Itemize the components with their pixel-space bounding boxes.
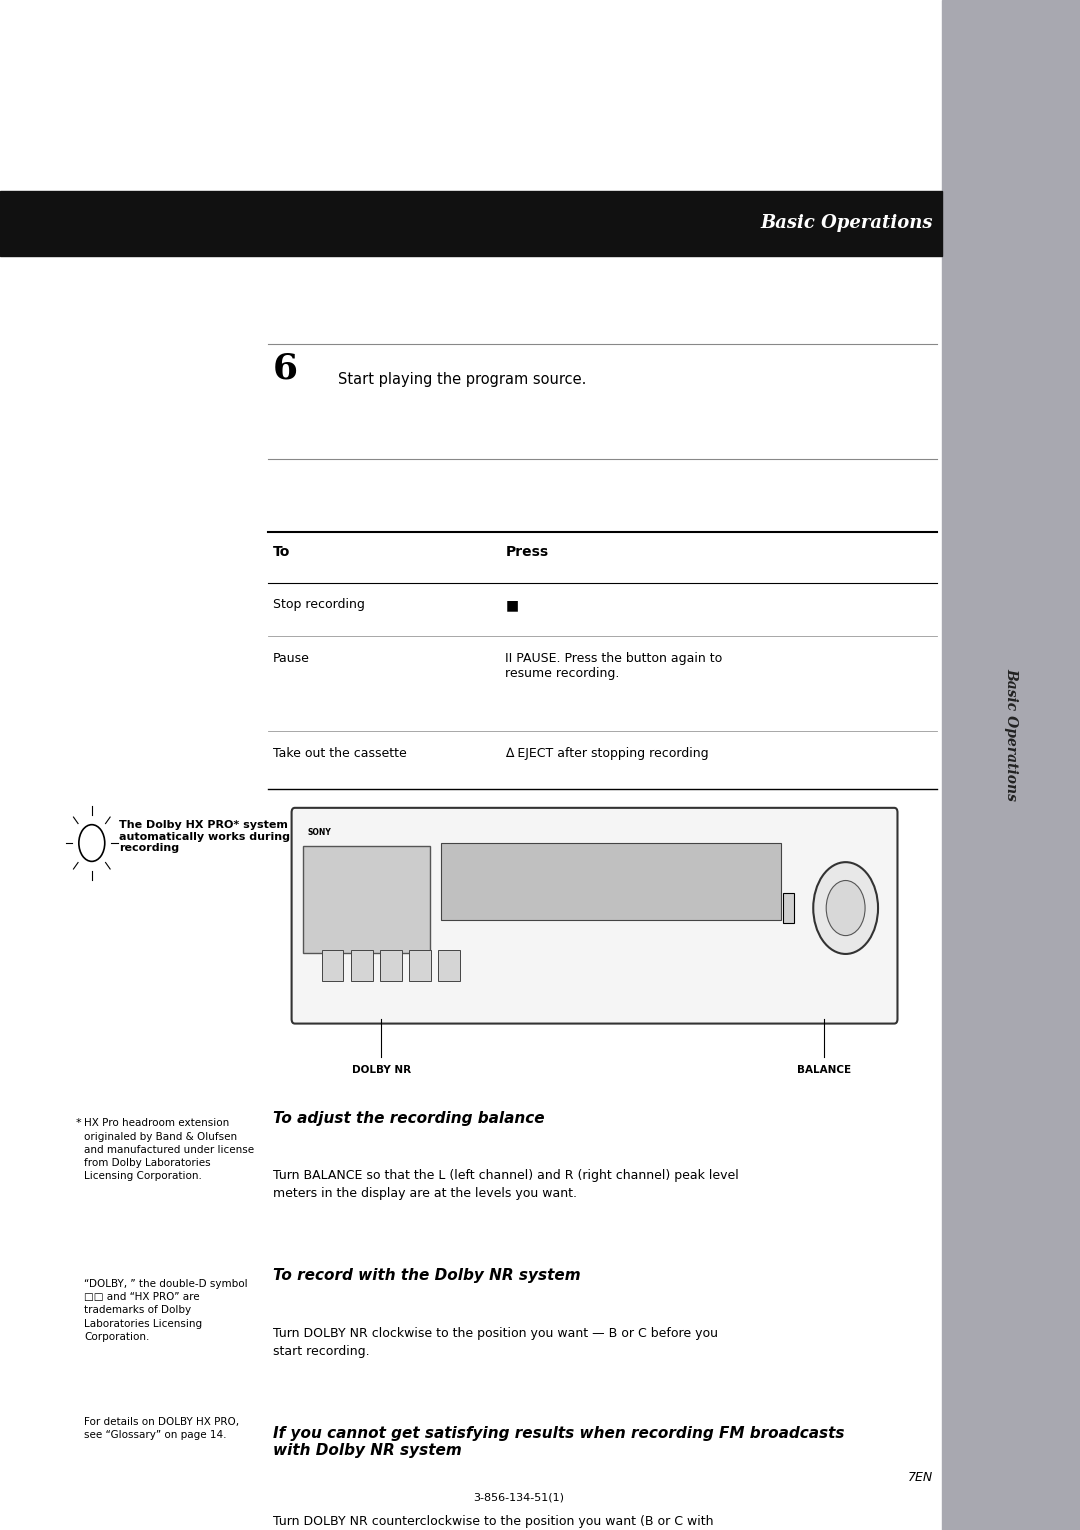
Text: Start playing the program source.: Start playing the program source. xyxy=(338,372,586,387)
Text: II PAUSE. Press the button again to
resume recording.: II PAUSE. Press the button again to resu… xyxy=(505,652,723,679)
Circle shape xyxy=(813,863,878,955)
Text: Turn DOLBY NR counterclockwise to the position you want (B or C with
MPX FILTER): Turn DOLBY NR counterclockwise to the po… xyxy=(273,1515,740,1530)
Text: For details on DOLBY HX PRO,
see “Glossary” on page 14.: For details on DOLBY HX PRO, see “Glossa… xyxy=(84,1417,240,1440)
Text: 6: 6 xyxy=(273,352,298,386)
Text: BALANCE: BALANCE xyxy=(797,1065,851,1076)
Bar xyxy=(942,0,1080,1530)
Text: “DOLBY, ” the double-D symbol
□□ and “HX PRO” are
trademarks of Dolby
Laboratori: “DOLBY, ” the double-D symbol □□ and “HX… xyxy=(84,1279,248,1342)
Text: Stop recording: Stop recording xyxy=(273,598,365,610)
Bar xyxy=(322,950,343,981)
Text: Basic Operations: Basic Operations xyxy=(760,214,933,233)
Text: To: To xyxy=(273,545,291,558)
Text: HX Pro headroom extension
originaled by Band & Olufsen
and manufactured under li: HX Pro headroom extension originaled by … xyxy=(84,1118,255,1181)
Bar xyxy=(409,950,431,981)
Bar xyxy=(380,950,402,981)
Text: To record with the Dolby NR system: To record with the Dolby NR system xyxy=(273,1268,581,1284)
Bar xyxy=(351,950,373,981)
Text: Turn DOLBY NR clockwise to the position you want — B or C before you
start recor: Turn DOLBY NR clockwise to the position … xyxy=(273,1327,718,1357)
Text: The Dolby HX PRO* system
automatically works during
recording: The Dolby HX PRO* system automatically w… xyxy=(119,820,289,854)
Bar xyxy=(441,843,781,920)
Text: Take out the cassette: Take out the cassette xyxy=(273,747,407,759)
Text: Pause: Pause xyxy=(273,652,310,664)
Bar xyxy=(303,846,430,953)
Text: If you cannot get satisfying results when recording FM broadcasts
with Dolby NR : If you cannot get satisfying results whe… xyxy=(273,1426,845,1458)
Circle shape xyxy=(79,825,105,861)
Bar xyxy=(0,191,942,256)
Circle shape xyxy=(826,881,865,936)
Text: Press: Press xyxy=(505,545,549,558)
Text: 7EN: 7EN xyxy=(908,1472,933,1484)
Text: *: * xyxy=(76,1118,81,1129)
Text: DOLBY NR: DOLBY NR xyxy=(352,1065,410,1076)
Text: ■: ■ xyxy=(505,598,518,612)
Text: Basic Operations: Basic Operations xyxy=(1004,669,1017,800)
Text: ∆ EJECT after stopping recording: ∆ EJECT after stopping recording xyxy=(505,747,710,759)
FancyBboxPatch shape xyxy=(292,808,897,1024)
Text: SONY: SONY xyxy=(308,828,332,837)
Bar xyxy=(438,950,460,981)
Text: Turn BALANCE so that the L (left channel) and R (right channel) peak level
meter: Turn BALANCE so that the L (left channel… xyxy=(273,1169,739,1200)
Bar xyxy=(783,894,794,924)
Text: To adjust the recording balance: To adjust the recording balance xyxy=(273,1111,545,1126)
Text: 3-856-134-51(1): 3-856-134-51(1) xyxy=(473,1492,564,1502)
